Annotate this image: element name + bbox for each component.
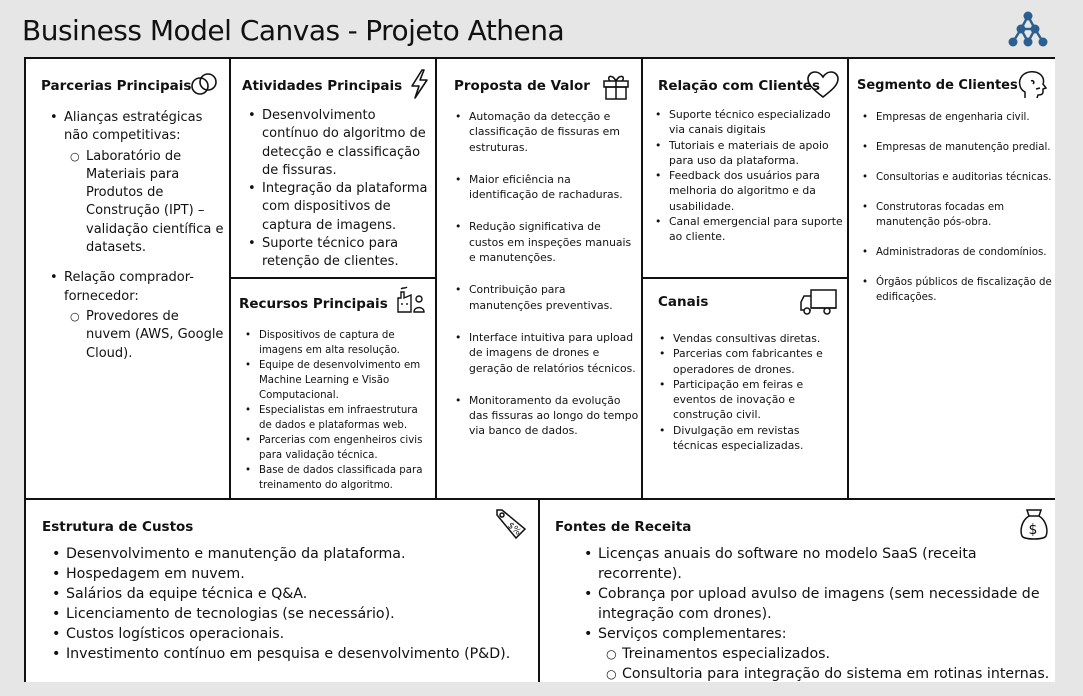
channels-section: Canais Vendas consultivas diretas. Parce…	[643, 279, 847, 498]
molecule-logo-icon	[1008, 11, 1048, 47]
interlocking-rings-icon	[191, 73, 217, 95]
segments-section: Segmento de Clientes Empresas de engenha…	[849, 59, 1055, 498]
title-dash: -	[347, 14, 358, 47]
list-item: Licenciamento de tecnologias (se necessá…	[52, 604, 536, 624]
resources-list: Dispositivos de captura de imagens em al…	[245, 328, 431, 493]
list-item: Consultoria para integração do sistema e…	[606, 664, 1053, 682]
list-item: Parcerias com fabricantes e operadores d…	[659, 346, 845, 377]
list-item: Empresas de manutenção predial.	[862, 140, 1052, 155]
list-item: Base de dados classificada para treiname…	[245, 463, 431, 493]
list-item: Feedback dos usuários para melhoria do a…	[655, 168, 844, 214]
page-title: Business Model Canvas - Projeto Athena	[22, 14, 565, 47]
truck-icon	[800, 289, 837, 315]
relationship-section: Relação com Clientes Suporte técnico esp…	[643, 59, 847, 277]
resources-section: Recursos Principais Dispositivos de capt…	[231, 279, 435, 498]
list-item: Consultorias e auditorias técnicas.	[862, 170, 1052, 185]
money-bag-icon: $	[1020, 509, 1048, 540]
list-item: Interface intuitiva para upload de image…	[455, 330, 639, 376]
list-item: Administradoras de condomínios.	[862, 245, 1052, 260]
list-item: Divulgação em revistas técnicas especial…	[659, 423, 845, 454]
segments-title: Segmento de Clientes	[857, 78, 1018, 93]
title-project: Projeto Athena	[365, 14, 565, 47]
svg-text:$: $	[1029, 522, 1038, 538]
list-item: Monitoramento da evolução das fissuras a…	[455, 393, 639, 439]
relationship-list: Suporte técnico especializado via canais…	[655, 107, 844, 245]
resources-title: Recursos Principais	[239, 296, 388, 312]
list-item: Parcerias com engenheiros civis para val…	[245, 433, 431, 463]
partners-list: Alianças estratégicas não competitivas: …	[50, 109, 224, 363]
factory-person-icon	[397, 286, 425, 313]
list-item: Laboratório de Materiais para Produtos d…	[70, 148, 224, 258]
costs-section: Estrutura de Custos $% Desenvolvimento e…	[26, 500, 538, 682]
partners-section: Parcerias Principais Alianças estratégic…	[26, 59, 229, 498]
person-head-icon	[1018, 71, 1048, 99]
channels-list: Vendas consultivas diretas. Parcerias co…	[659, 331, 845, 454]
list-item: Serviços complementares: Treinamentos es…	[584, 624, 1053, 682]
list-item: Contribuição para manutenções preventiva…	[455, 282, 639, 313]
list-item: Provedores de nuvem (AWS, Google Cloud).	[70, 308, 224, 363]
sub-list: Provedores de nuvem (AWS, Google Cloud).	[70, 308, 224, 363]
sub-list: Laboratório de Materiais para Produtos d…	[70, 148, 224, 258]
revenue-section: Fontes de Receita $ Licenças anuais do s…	[540, 500, 1055, 682]
list-item: Cobrança por upload avulso de imagens (s…	[584, 584, 1053, 624]
list-item: Treinamentos especializados.	[606, 644, 1053, 664]
list-item: Dispositivos de captura de imagens em al…	[245, 328, 431, 358]
business-model-canvas: Parcerias Principais Alianças estratégic…	[24, 57, 1055, 682]
lightning-icon	[411, 69, 428, 99]
list-item: Suporte técnico para retenção de cliente…	[248, 235, 432, 272]
list-item: Redução significativa de custos em inspe…	[455, 219, 639, 265]
list-item: Custos logísticos operacionais.	[52, 624, 536, 644]
list-item: Equipe de desenvolvimento em Machine Lea…	[245, 358, 431, 403]
list-item: Construtoras focadas em manutenção pós-o…	[862, 200, 1052, 230]
costs-title: Estrutura de Custos	[42, 519, 194, 535]
list-item: Desenvolvimento e manutenção da platafor…	[52, 544, 536, 564]
list-item: Empresas de engenharia civil.	[862, 110, 1052, 125]
list-item: Órgãos públicos de fiscalização de edifi…	[862, 275, 1052, 305]
value-title: Proposta de Valor	[454, 78, 590, 94]
list-item: Canal emergencial para suporte ao client…	[655, 214, 844, 245]
sub-list: Treinamentos especializados. Consultoria…	[606, 644, 1053, 682]
heart-icon	[807, 71, 839, 99]
segments-list: Empresas de engenharia civil. Empresas d…	[862, 110, 1052, 305]
activities-title: Atividades Principais	[242, 78, 403, 94]
list-item: Participação em feiras e eventos de inov…	[659, 377, 845, 423]
price-tag-icon: $%	[496, 509, 527, 540]
title-main: Business Model Canvas	[22, 14, 340, 47]
svg-text:$%: $%	[505, 521, 523, 538]
list-item: Vendas consultivas diretas.	[659, 331, 845, 347]
gift-icon	[603, 75, 629, 100]
list-item: Investimento contínuo em pesquisa e dese…	[52, 644, 536, 664]
list-item: Desenvolvimento contínuo do algoritmo de…	[248, 107, 432, 180]
list-item: Maior eficiência na identificação de rac…	[455, 172, 639, 203]
list-item: Alianças estratégicas não competitivas: …	[50, 109, 224, 258]
list-item: Integração da plataforma com dispositivo…	[248, 180, 432, 235]
list-item: Automação da detecção e classificação de…	[455, 109, 639, 155]
channels-title: Canais	[658, 294, 709, 310]
activities-section: Atividades Principais Desenvolvimento co…	[231, 59, 435, 277]
list-item: Especialistas em infraestrutura de dados…	[245, 403, 431, 433]
revenue-list: Licenças anuais do software no modelo Sa…	[584, 544, 1053, 682]
activities-list: Desenvolvimento contínuo do algoritmo de…	[248, 107, 432, 272]
revenue-title: Fontes de Receita	[555, 519, 692, 535]
relationship-title: Relação com Clientes	[658, 78, 820, 94]
list-item: Tutoriais e materiais de apoio para uso …	[655, 138, 844, 169]
list-item: Salários da equipe técnica e Q&A.	[52, 584, 536, 604]
list-item: Licenças anuais do software no modelo Sa…	[584, 544, 1053, 584]
costs-list: Desenvolvimento e manutenção da platafor…	[52, 544, 536, 664]
partners-title: Parcerias Principais	[41, 78, 192, 94]
value-list: Automação da detecção e classificação de…	[455, 109, 639, 439]
value-section: Proposta de Valor Automação da detecção …	[437, 59, 641, 498]
list-item: Relação comprador-fornecedor: Provedores…	[50, 269, 224, 363]
list-item: Suporte técnico especializado via canais…	[655, 107, 844, 138]
list-item: Hospedagem em nuvem.	[52, 564, 536, 584]
